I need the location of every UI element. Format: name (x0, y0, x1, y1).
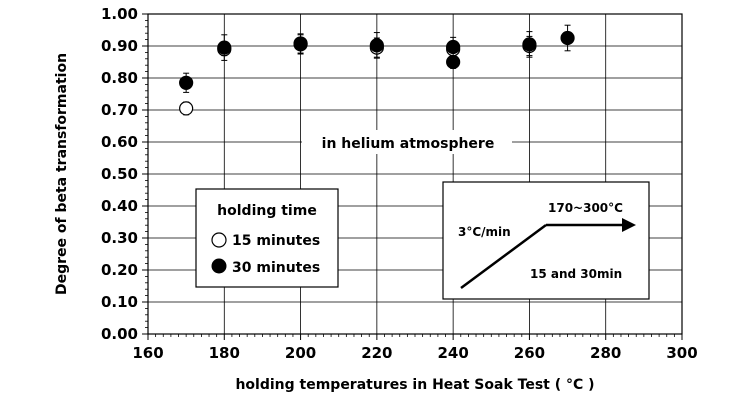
data-point-30-minutes (560, 30, 575, 46)
x-axis-title: holding temperatures in Heat Soak Test (… (235, 377, 594, 393)
inset-temp-label: 170~300°C (548, 201, 623, 215)
x-tick-label: 200 (285, 344, 316, 362)
data-point-30-minutes (179, 75, 194, 90)
data-points (179, 24, 575, 116)
data-point-30-minutes (522, 37, 537, 52)
y-tick-label: 0.40 (101, 197, 138, 215)
y-tick-label: 0.80 (101, 69, 138, 87)
data-point-30-minutes (446, 39, 461, 55)
inset-time-label: 15 and 30min (530, 267, 622, 281)
data-point-30-minutes (217, 40, 232, 55)
x-tick-label: 220 (361, 344, 392, 362)
x-tick-label: 180 (209, 344, 240, 362)
x-tick-label: 240 (437, 344, 468, 362)
atmosphere-annotation: in helium atmosphere (322, 136, 495, 152)
inset-ramp-line (460, 223, 547, 290)
data-point-30-minutes (293, 36, 308, 51)
legend-title: holding time (217, 203, 317, 219)
x-tick-labels: 160 180 200 220 240 260 280 300 (132, 344, 697, 362)
legend-entry-15-minutes: 15 minutes (232, 233, 320, 249)
y-axis-title: Degree of beta transformation (54, 53, 70, 295)
x-tick-label: 260 (514, 344, 545, 362)
inset-arrow-head (622, 218, 636, 232)
y-tick-label: 0.30 (101, 229, 138, 247)
axis-ticks (142, 13, 683, 340)
y-tick-label: 0.90 (101, 37, 138, 55)
y-tick-label: 0.20 (101, 261, 138, 279)
x-tick-label: 280 (590, 344, 621, 362)
y-tick-label: 0.60 (101, 133, 138, 151)
inset-box (442, 181, 650, 300)
legend: holding time 15 minutes 30 minutes (195, 188, 339, 288)
heating-profile-inset: 3°C/min 170~300°C 15 and 30min (442, 181, 650, 300)
legend-marker-open (211, 232, 227, 248)
x-tick-label: 300 (666, 344, 697, 362)
atmosphere-annotation-bg (302, 130, 512, 154)
inset-rate-label: 3°C/min (458, 225, 511, 239)
data-point-30-minutes (369, 38, 384, 53)
y-tick-label: 1.00 (101, 5, 138, 23)
y-tick-label: 0.10 (101, 293, 138, 311)
x-tick-label: 160 (132, 344, 163, 362)
y-tick-label: 0.70 (101, 101, 138, 119)
data-point-30-minutes (446, 54, 461, 70)
y-tick-label: 0.00 (101, 325, 138, 343)
y-tick-label: 0.50 (101, 165, 138, 183)
y-tick-labels: 0.00 0.10 0.20 0.30 0.40 0.50 0.60 0.70 0.80 0.90… (101, 5, 138, 343)
data-point-15-minutes (179, 101, 194, 116)
legend-marker-filled (211, 258, 227, 274)
legend-entry-30-minutes: 30 minutes (232, 260, 320, 276)
